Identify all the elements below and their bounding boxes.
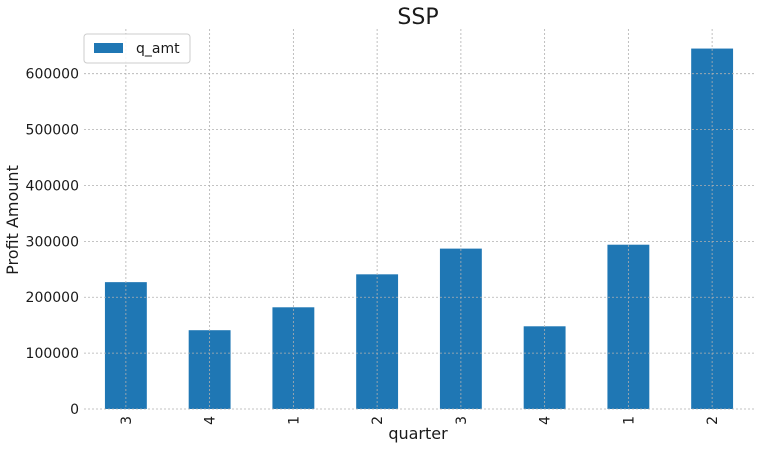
- legend: q_amt: [83, 33, 191, 64]
- legend-box: [83, 33, 191, 64]
- y-tick-label: 500000: [26, 123, 79, 139]
- bars: [104, 48, 734, 409]
- x-tick-label: 4: [538, 416, 554, 425]
- y-tick-label: 200000: [26, 290, 79, 306]
- bar: [691, 48, 734, 409]
- chart-title: SSP: [397, 5, 438, 30]
- grid-lines: [84, 29, 754, 410]
- x-tick-label: 1: [621, 416, 637, 425]
- x-tick-labels: 3 4 1 2 3 4 1 2: [119, 416, 721, 425]
- bar: [439, 248, 482, 409]
- x-axis-label: quarter: [388, 424, 448, 443]
- x-tick-label: 2: [705, 416, 721, 425]
- y-axis-label: Profit Amount: [3, 165, 22, 275]
- y-tick-label: 300000: [26, 234, 79, 250]
- y-tick-label: 0: [70, 402, 79, 418]
- y-tick-label: 400000: [26, 178, 79, 194]
- x-tick-label: 4: [203, 416, 219, 425]
- x-tick-label: 3: [454, 416, 470, 425]
- x-tick-label: 2: [370, 416, 386, 425]
- legend-label: q_amt: [136, 41, 180, 57]
- y-tick-label: 100000: [26, 346, 79, 362]
- x-tick-label: 3: [119, 416, 135, 425]
- x-tick-label: 1: [286, 416, 302, 425]
- y-tick-labels: 0 100000 200000 300000 400000 500000 600000: [26, 67, 79, 418]
- bar: [523, 326, 566, 409]
- legend-swatch: [94, 43, 123, 53]
- y-tick-label: 600000: [26, 67, 79, 83]
